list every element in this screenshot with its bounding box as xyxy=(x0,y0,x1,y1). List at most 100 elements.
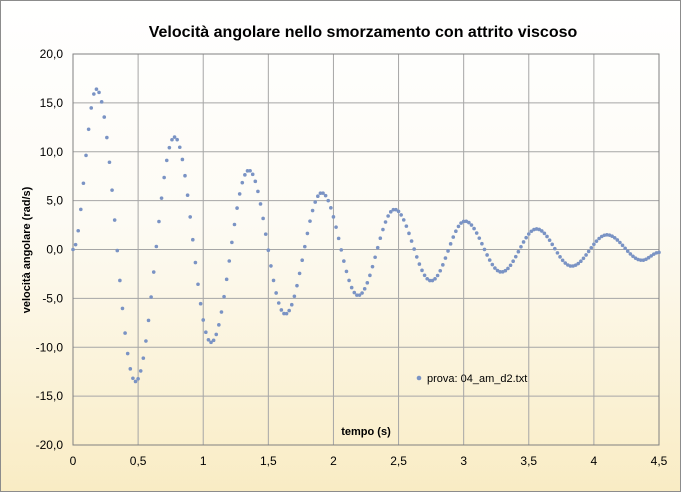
data-point xyxy=(487,258,492,262)
data-point xyxy=(435,273,440,278)
data-point xyxy=(560,258,565,263)
data-point xyxy=(597,236,601,241)
data-point xyxy=(295,283,299,288)
data-point xyxy=(540,229,544,233)
data-point xyxy=(86,127,91,132)
data-point xyxy=(383,220,388,224)
data-point xyxy=(193,260,198,265)
legend: prova: 04_am_d2.txt xyxy=(416,373,527,385)
data-point xyxy=(253,179,258,184)
data-point xyxy=(131,376,135,381)
data-point xyxy=(508,263,513,268)
data-point xyxy=(625,249,630,253)
data-points xyxy=(71,87,661,384)
data-point xyxy=(232,222,237,227)
y-tick-label: -20,0 xyxy=(36,438,64,452)
data-point xyxy=(360,291,364,295)
data-point xyxy=(305,231,310,236)
data-point xyxy=(308,219,312,223)
data-point xyxy=(235,206,239,210)
data-point xyxy=(79,207,83,212)
data-point xyxy=(545,234,549,239)
grid-lines xyxy=(73,54,659,445)
y-tick-label: 0,0 xyxy=(46,243,63,257)
x-tick-label: 2,5 xyxy=(390,454,407,468)
data-point xyxy=(188,215,192,219)
data-point xyxy=(141,356,146,360)
data-point xyxy=(576,261,581,266)
data-point xyxy=(323,193,328,198)
data-point xyxy=(245,169,250,173)
data-point xyxy=(362,287,367,291)
data-point xyxy=(474,231,479,235)
data-point xyxy=(94,87,99,91)
data-point xyxy=(237,192,242,196)
data-point xyxy=(180,157,185,162)
data-point xyxy=(521,240,526,244)
data-point xyxy=(467,220,471,225)
data-point xyxy=(558,255,562,259)
data-point xyxy=(550,242,555,247)
data-point xyxy=(172,135,177,139)
y-tick-label: 20,0 xyxy=(40,47,64,61)
data-point xyxy=(99,100,104,104)
data-point xyxy=(519,244,523,249)
data-point xyxy=(287,308,291,313)
data-point xyxy=(196,282,200,287)
data-point xyxy=(568,264,573,268)
data-point xyxy=(128,367,133,371)
data-point xyxy=(555,251,560,255)
data-point xyxy=(422,273,427,278)
data-point xyxy=(454,229,458,233)
x-tick-label: 3,5 xyxy=(520,454,537,468)
data-point xyxy=(469,223,474,227)
data-point xyxy=(477,236,482,240)
data-point xyxy=(646,255,651,260)
data-point xyxy=(579,259,583,264)
legend-marker xyxy=(416,375,422,381)
data-point xyxy=(498,270,502,274)
x-tick-label: 1,5 xyxy=(260,454,277,468)
data-point xyxy=(342,259,346,263)
data-point xyxy=(162,175,166,180)
data-point xyxy=(185,193,190,197)
data-point xyxy=(76,228,81,233)
data-point xyxy=(318,191,323,195)
chart-title: Velocità angolare nello smorzamento con … xyxy=(149,24,578,41)
data-point xyxy=(612,236,617,240)
data-point xyxy=(133,379,138,384)
data-point xyxy=(526,232,531,236)
data-point xyxy=(149,295,153,299)
data-point xyxy=(175,137,179,142)
data-point xyxy=(261,216,265,221)
data-point xyxy=(331,215,336,219)
data-point xyxy=(347,278,351,283)
data-point xyxy=(391,207,396,212)
y-tick-label: 5,0 xyxy=(46,194,63,208)
data-point xyxy=(297,271,302,276)
data-point xyxy=(516,249,521,254)
data-point xyxy=(115,248,120,253)
data-point xyxy=(618,240,622,245)
data-point xyxy=(401,218,406,222)
x-tick-label: 4 xyxy=(591,454,598,468)
data-point xyxy=(589,245,594,250)
data-point xyxy=(151,270,156,274)
tick-labels: 0 0,5 1 1,5 2 2,5 3 3,5 4 4,5 20,0 15,0 10,0 5,0 0,0 -5… xyxy=(36,47,668,468)
data-point xyxy=(438,268,443,273)
data-point xyxy=(157,219,161,224)
data-point xyxy=(472,226,476,231)
data-point xyxy=(240,180,245,185)
data-point xyxy=(482,247,487,252)
data-point xyxy=(107,160,112,165)
data-point xyxy=(412,247,416,251)
data-point xyxy=(217,323,221,327)
data-point xyxy=(326,198,331,203)
data-point xyxy=(357,293,362,297)
data-point xyxy=(352,290,357,295)
data-point xyxy=(573,263,578,267)
data-point xyxy=(258,202,263,206)
data-point xyxy=(615,238,620,242)
data-point xyxy=(159,196,164,200)
